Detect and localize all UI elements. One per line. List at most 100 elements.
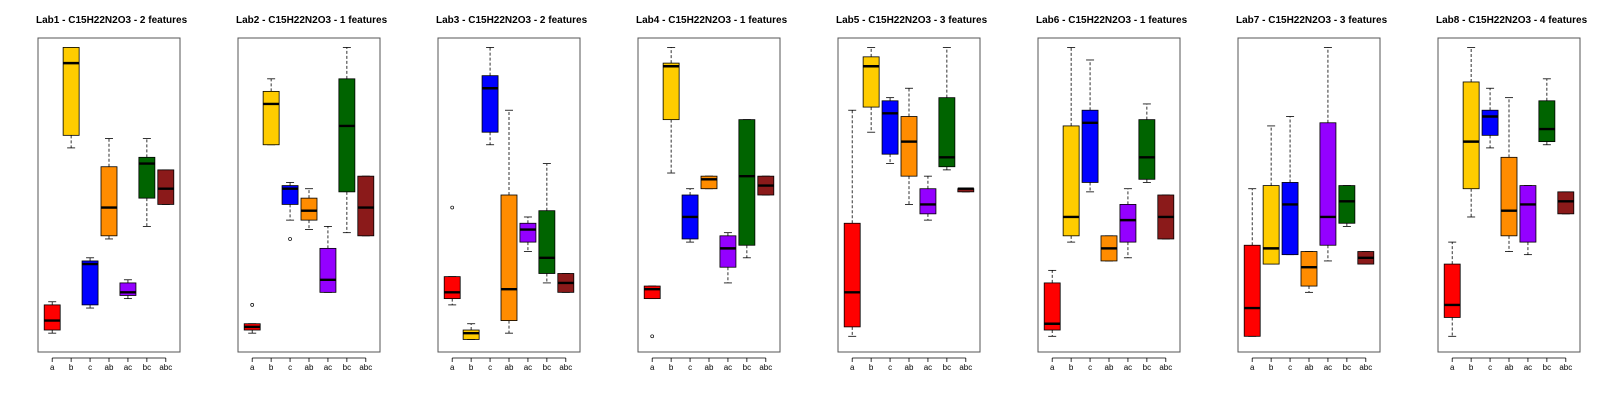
box-ac xyxy=(1519,185,1537,243)
x-tick-label: ab xyxy=(1505,363,1514,372)
x-tick-label: abc xyxy=(359,363,372,372)
box-a xyxy=(843,222,861,328)
x-tick-label: c xyxy=(88,363,92,372)
box-b xyxy=(262,90,280,146)
x-tick-label: bc xyxy=(743,363,751,372)
x-tick-label: b xyxy=(869,363,874,372)
x-tick-label: abc xyxy=(159,363,172,372)
box-a xyxy=(43,304,61,331)
panel-title: Lab7 - C15H22N2O3 - 3 features xyxy=(1236,15,1388,26)
plot-frame xyxy=(237,37,381,353)
box-c xyxy=(1081,109,1099,183)
box-bc xyxy=(1338,185,1356,224)
outlier-point xyxy=(288,237,292,241)
box-b xyxy=(1062,125,1080,237)
box-ab xyxy=(700,175,718,190)
plot-frame xyxy=(637,37,781,353)
x-tick-label: ac xyxy=(1124,363,1132,372)
x-tick-label: b xyxy=(269,363,274,372)
box-c xyxy=(481,75,499,133)
plot-frame xyxy=(1237,37,1381,353)
x-tick-label: a xyxy=(50,363,55,372)
x-tick-label: a xyxy=(1050,363,1055,372)
box-abc xyxy=(157,169,175,205)
x-tick-label: c xyxy=(688,363,692,372)
x-tick-label: a xyxy=(1450,363,1455,372)
x-tick-label: ac xyxy=(1324,363,1332,372)
box-b xyxy=(862,56,880,108)
box-ac xyxy=(319,247,337,293)
plot-frame xyxy=(837,37,981,353)
x-tick-label: ac xyxy=(524,363,532,372)
x-tick-label: a xyxy=(450,363,455,372)
box-bc xyxy=(1138,119,1156,180)
x-tick-label: ac xyxy=(1524,363,1532,372)
plot-frame xyxy=(1037,37,1181,353)
box-c xyxy=(1481,109,1499,136)
box-ac xyxy=(519,222,537,243)
panel-title: Lab8 - C15H22N2O3 - 4 features xyxy=(1436,15,1588,26)
outlier-point xyxy=(450,205,455,210)
x-tick-label: abc xyxy=(759,363,772,372)
panel-title: Lab2 - C15H22N2O3 - 1 features xyxy=(236,15,388,26)
x-tick-label: bc xyxy=(1143,363,1151,372)
x-tick-label: b xyxy=(1069,363,1074,372)
box-b xyxy=(462,329,480,340)
x-tick-label: ab xyxy=(305,363,314,372)
box-a xyxy=(643,285,661,300)
x-tick-label: bc xyxy=(1343,363,1351,372)
box-ab xyxy=(500,194,518,321)
x-tick-label: b xyxy=(469,363,474,372)
outlier-point xyxy=(650,334,655,339)
x-tick-label: c xyxy=(1088,363,1092,372)
box-ab xyxy=(1500,156,1518,237)
x-tick-label: abc xyxy=(1359,363,1372,372)
box-ac xyxy=(1319,122,1337,246)
box-ac xyxy=(919,188,937,215)
box-a xyxy=(1443,263,1461,318)
box-b xyxy=(1462,81,1480,190)
box-ab xyxy=(900,116,918,177)
x-tick-label: c xyxy=(1488,363,1492,372)
box-ac xyxy=(719,235,737,268)
x-tick-label: abc xyxy=(559,363,572,372)
x-tick-label: c xyxy=(488,363,492,372)
x-tick-label: ac xyxy=(724,363,732,372)
panel-title: Lab5 - C15H22N2O3 - 3 features xyxy=(836,15,988,26)
box-b xyxy=(662,62,680,121)
box-a xyxy=(1243,244,1261,337)
x-tick-label: ab xyxy=(1305,363,1314,372)
x-tick-label: a xyxy=(650,363,655,372)
box-ab xyxy=(1300,251,1318,287)
box-c xyxy=(81,260,99,306)
x-tick-label: bc xyxy=(1543,363,1551,372)
box-ac xyxy=(1119,204,1137,243)
box-abc xyxy=(1557,191,1575,215)
box-bc xyxy=(138,156,156,199)
x-tick-label: ab xyxy=(905,363,914,372)
box-bc xyxy=(538,210,556,274)
x-tick-label: abc xyxy=(1159,363,1172,372)
plot-frame xyxy=(1437,37,1581,353)
box-bc xyxy=(338,78,356,193)
box-bc xyxy=(738,119,756,246)
box-b xyxy=(62,47,80,136)
x-tick-label: a xyxy=(250,363,255,372)
box-c xyxy=(881,100,899,155)
box-bc xyxy=(938,97,956,168)
box-ac xyxy=(119,282,137,296)
x-tick-label: a xyxy=(850,363,855,372)
x-tick-label: bc xyxy=(143,363,151,372)
x-tick-label: abc xyxy=(959,363,972,372)
panel-title: Lab3 - C15H22N2O3 - 2 features xyxy=(436,15,588,26)
x-tick-label: ab xyxy=(105,363,114,372)
